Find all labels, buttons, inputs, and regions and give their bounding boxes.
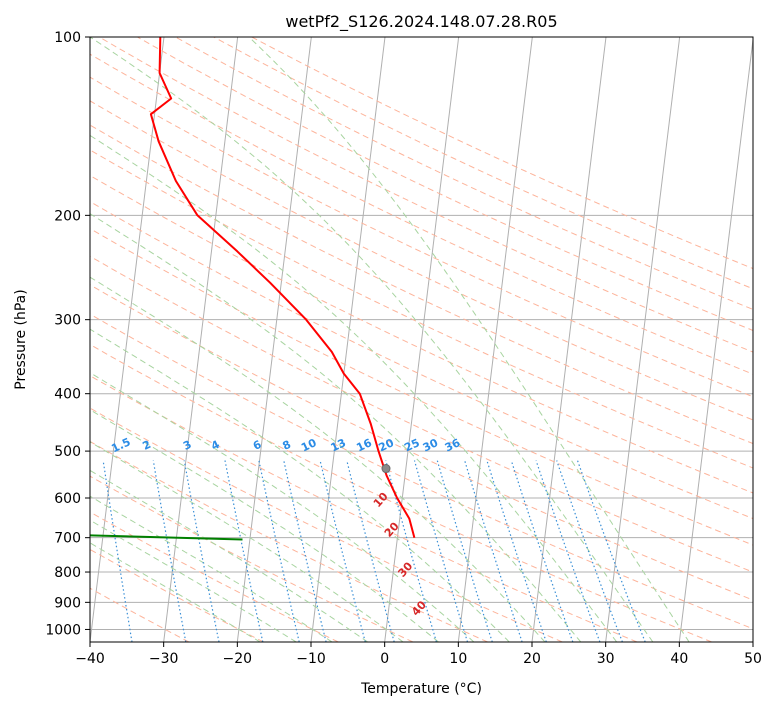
dry-adiabat-line (90, 284, 753, 601)
isotherm-line (90, 37, 165, 642)
y-tick-label: 900 (54, 595, 81, 611)
mixing-ratio-label: 16 (354, 436, 374, 454)
dry-adiabat-line (90, 313, 753, 630)
moist-adiabat-line (248, 37, 690, 642)
isotherm-line (531, 37, 607, 642)
y-tick-label: 600 (54, 491, 81, 507)
moist-adiabat-line (90, 372, 475, 642)
y-tick-label: 300 (54, 313, 81, 329)
mixing-ratio-line (510, 460, 574, 642)
mixing-ratio-label: 36 (443, 436, 463, 454)
mixing-ratio-label: 13 (329, 436, 348, 454)
mixing-ratio-line (183, 460, 220, 642)
dry-adiabat-line (175, 37, 753, 310)
dry-adiabat-line (90, 228, 753, 546)
moist-adiabat-line (90, 213, 582, 642)
mixing-ratio-line (102, 460, 133, 642)
mixing-ratio-label: 10 (299, 436, 319, 454)
moist-adiabat-line (90, 469, 368, 642)
mixing-ratio-label: 30 (421, 436, 441, 454)
chart-title: wetPf2_S126.2024.148.07.28.R05 (285, 12, 557, 32)
y-tick-label: 200 (54, 208, 81, 224)
mixing-ratio-line (556, 460, 623, 642)
mixing-ratio-line (152, 460, 187, 642)
profiles (90, 37, 416, 541)
mixing-ratio-line (224, 460, 264, 642)
dry-adiabat-line (90, 53, 753, 375)
moist-adiabat-line (90, 37, 654, 642)
y-tick-label: 1000 (45, 622, 81, 638)
dry-adiabat-line (90, 124, 753, 445)
mixing-ratio-line (535, 460, 601, 642)
dry-adiabat-line (137, 37, 753, 332)
plot-frame (89, 36, 754, 643)
dry-adiabat-line (90, 407, 563, 642)
y-tick-label: 500 (54, 444, 81, 460)
dry-adiabat-line (213, 37, 753, 290)
dry-adiabat-line (98, 37, 753, 353)
mixing-ratio-line (258, 460, 300, 642)
dry-adiabat-line (251, 37, 753, 270)
mixing-ratio-label: 25 (402, 436, 421, 454)
isotherm-line (310, 37, 386, 642)
y-axis: 100 200 300 400 500 600 700 800 900 1000 (45, 30, 90, 638)
x-axis: −40 −30 −20 −10 0 10 20 30 40 50 (75, 642, 762, 667)
y-tick-label: 700 (54, 531, 81, 547)
isotherm-line (678, 37, 753, 642)
moist-adiabat-line (90, 441, 404, 642)
y-tick-label: 100 (54, 30, 81, 46)
mixing-ratio-label: 20 (377, 436, 397, 454)
x-axis-title: Temperature (°C) (360, 681, 482, 697)
x-tick-label: −40 (75, 651, 105, 667)
x-tick-label: −20 (223, 651, 253, 667)
y-axis-title: Pressure (hPa) (13, 289, 29, 389)
y-tick-label: 800 (54, 565, 81, 581)
dry-adiabat-line (90, 76, 753, 398)
x-tick-label: −10 (296, 651, 326, 667)
x-tick-label: 40 (670, 651, 688, 667)
moist-adiabat-line (90, 328, 510, 642)
isotherm-line (163, 37, 239, 642)
x-tick-label: 10 (449, 651, 467, 667)
dry-adiabat-line (90, 100, 753, 421)
x-tick-label: 20 (523, 651, 541, 667)
isotherm-line (457, 37, 533, 642)
mixing-ratio-line (283, 460, 327, 642)
x-tick-label: 50 (744, 651, 762, 667)
x-tick-label: −30 (149, 651, 179, 667)
x-tick-label: 30 (597, 651, 615, 667)
isotherm-line (384, 37, 460, 642)
x-tick-label: 0 (380, 651, 389, 667)
temperature-profile-line (149, 37, 416, 538)
profile-marker (381, 464, 391, 474)
dry-adiabat-line (90, 511, 339, 642)
isotherm-line (605, 37, 681, 642)
mixing-ratio-line (346, 460, 395, 642)
dry-adiabat-line (90, 440, 488, 642)
isotherm-line (236, 37, 312, 642)
y-tick-label: 400 (54, 387, 81, 403)
mixing-ratio-line (576, 460, 646, 642)
